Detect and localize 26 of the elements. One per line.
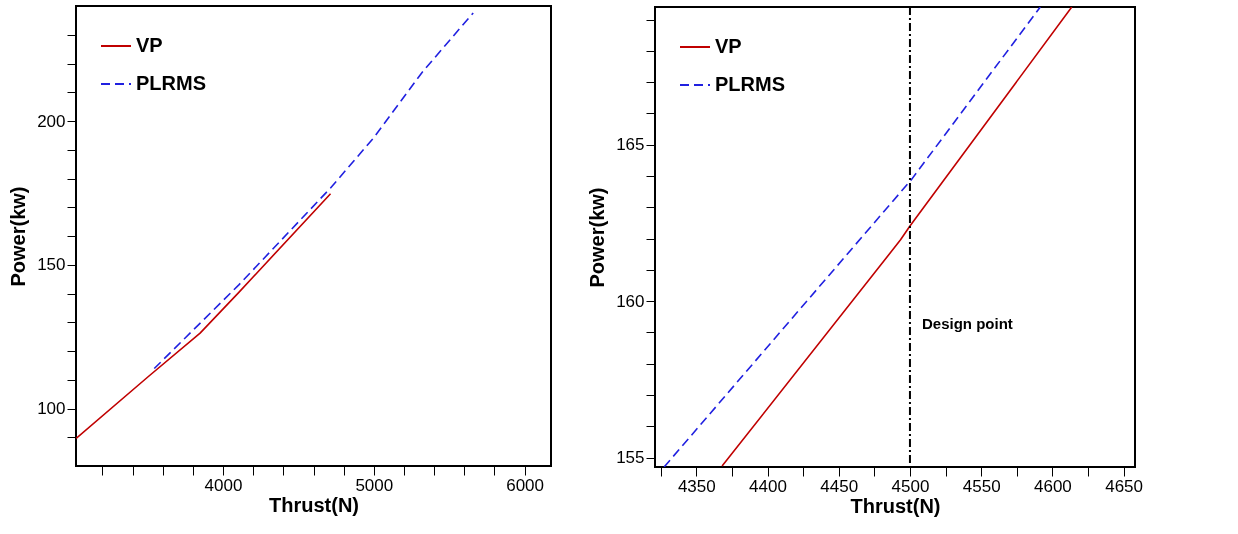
line-series [76,192,332,440]
x-tick-label: 4350 [677,476,716,496]
y-axis-title: Power(kw) [7,186,30,287]
x-tick-label: 6000 [506,475,545,495]
y-tick-label: 150 [37,255,66,275]
y-tick-label: 155 [616,448,645,468]
x-tick-label: 5000 [355,475,394,495]
legend-label: PLRMS [715,73,785,95]
x-tick-label: 4550 [962,476,1001,496]
x-axis-title: Thrust(N) [850,494,941,517]
legend-label: VP [136,34,163,56]
y-tick-label: 100 [37,399,66,418]
x-tick-label: 4000 [204,475,243,495]
y-axis-title: Power(kw) [586,187,609,288]
y-tick-label: 200 [37,111,66,131]
x-tick-label: 4400 [749,476,787,496]
x-axis-title: Thrust(N) [269,493,359,516]
legend-label: VP [715,35,742,57]
ref-line-label: Design point [921,315,1013,333]
x-tick-label: 4600 [1033,476,1072,496]
y-tick-label: 165 [616,135,645,155]
x-tick-label: 4450 [820,476,859,496]
x-tick-label: 4650 [1105,476,1144,496]
legend-label: PLRMS [136,72,206,94]
x-tick-label: 4500 [891,476,930,496]
y-tick-label: 160 [616,291,645,311]
